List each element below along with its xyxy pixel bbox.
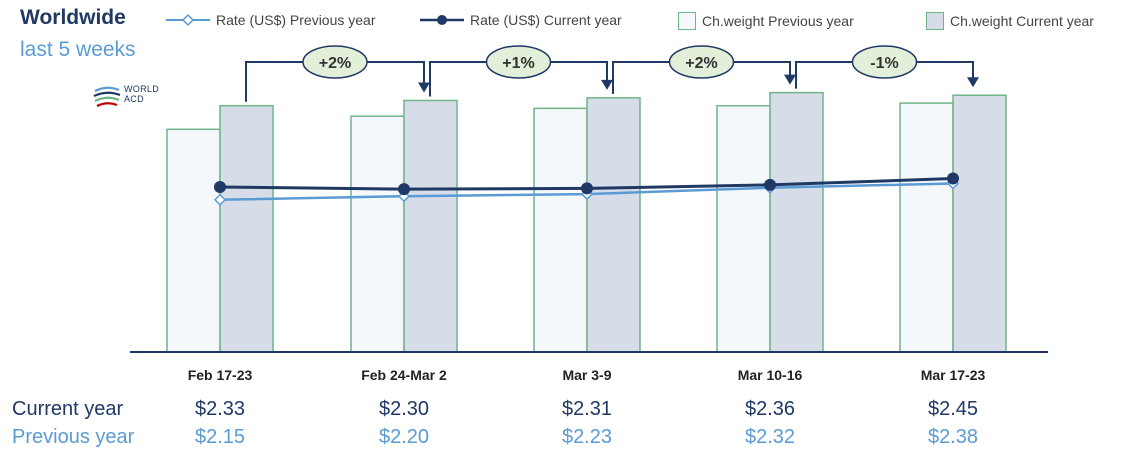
rate-previous-value: $2.38 (927, 426, 979, 448)
rate-current-value: $2.33 (194, 398, 246, 420)
bar-weight-previous (350, 115, 405, 353)
rate-current-point (581, 182, 593, 195)
rate-previous-value: $2.23 (561, 426, 613, 448)
legend-weight-cur-label: Ch.weight Current year (950, 13, 1094, 29)
legend-rate-prev: Rate (US$) Previous year (166, 12, 376, 28)
legend-rate-cur-label: Rate (US$) Current year (470, 12, 622, 28)
hollow-diamond-line-icon (166, 13, 210, 27)
bar-weight-previous (166, 128, 221, 353)
rate-previous-value: $2.15 (194, 426, 246, 448)
rate-current-point (947, 172, 959, 185)
change-badge-label: +2% (685, 55, 717, 72)
world-acd-logo: WORLD ACD (92, 82, 172, 112)
rate-previous-value: $2.32 (744, 426, 796, 448)
chart-plot: Feb 17-23 Feb 24-Mar 2 Mar 3-9 Mar 10-16 Mar… (130, 45, 1048, 383)
rate-current-value: $2.36 (744, 398, 796, 420)
current-year-label: Current year (12, 398, 124, 420)
arrowhead-icon (784, 74, 796, 85)
light-bar-swatch-icon (678, 12, 696, 30)
change-badge-label: -1% (870, 55, 898, 72)
rate-previous-point (213, 193, 227, 206)
legend-rate-prev-label: Rate (US$) Previous year (216, 12, 376, 28)
bar-weight-previous (899, 102, 954, 353)
change-badge (668, 45, 735, 79)
x-tick-label: Mar 17-23 (921, 367, 986, 383)
bar-weight-current (219, 104, 274, 353)
x-tick-label: Mar 10-16 (738, 367, 803, 383)
legend-rate-cur: Rate (US$) Current year (420, 12, 622, 28)
rate-previous-point (397, 190, 411, 203)
arrowhead-icon (967, 77, 979, 88)
arrowhead-icon (601, 79, 613, 90)
rate-current-point (398, 183, 410, 196)
legend-weight-prev: Ch.weight Previous year (678, 12, 854, 30)
bar-weight-current (586, 97, 641, 353)
bar-weight-current (952, 94, 1007, 353)
chart-title: Worldwide (20, 6, 126, 29)
rate-current-point (764, 178, 776, 191)
rate-current-value: $2.31 (561, 398, 613, 420)
change-badge-label: +1% (502, 55, 534, 72)
rate-previous-value: $2.20 (378, 426, 430, 448)
change-badge (485, 45, 552, 79)
change-badge-label: +2% (319, 55, 351, 72)
x-tick-label: Mar 3-9 (562, 367, 611, 383)
globe-swoosh-icon (93, 86, 121, 107)
x-tick-label: Feb 24-Mar 2 (361, 367, 447, 383)
rate-current-point (214, 181, 226, 194)
logo-line-1: WORLD (124, 84, 159, 94)
change-badge (302, 45, 368, 79)
bar-weight-current (769, 91, 824, 353)
chart-subtitle: last 5 weeks (20, 38, 136, 61)
bar-weight-previous (533, 107, 588, 353)
dot-line-icon (420, 15, 464, 25)
bar-weight-current (403, 99, 458, 353)
rate-current-value: $2.45 (927, 398, 979, 420)
change-badge (851, 45, 918, 79)
previous-year-label: Previous year (12, 426, 135, 448)
x-tick-label: Feb 17-23 (188, 367, 253, 383)
legend-weight-cur: Ch.weight Current year (926, 12, 1094, 30)
legend-weight-prev-label: Ch.weight Previous year (702, 13, 854, 29)
dark-bar-swatch-icon (926, 12, 944, 30)
arrowhead-icon (418, 82, 430, 93)
logo-line-2: ACD (124, 94, 144, 104)
rate-current-value: $2.30 (378, 398, 430, 420)
bar-weight-previous (716, 104, 771, 353)
